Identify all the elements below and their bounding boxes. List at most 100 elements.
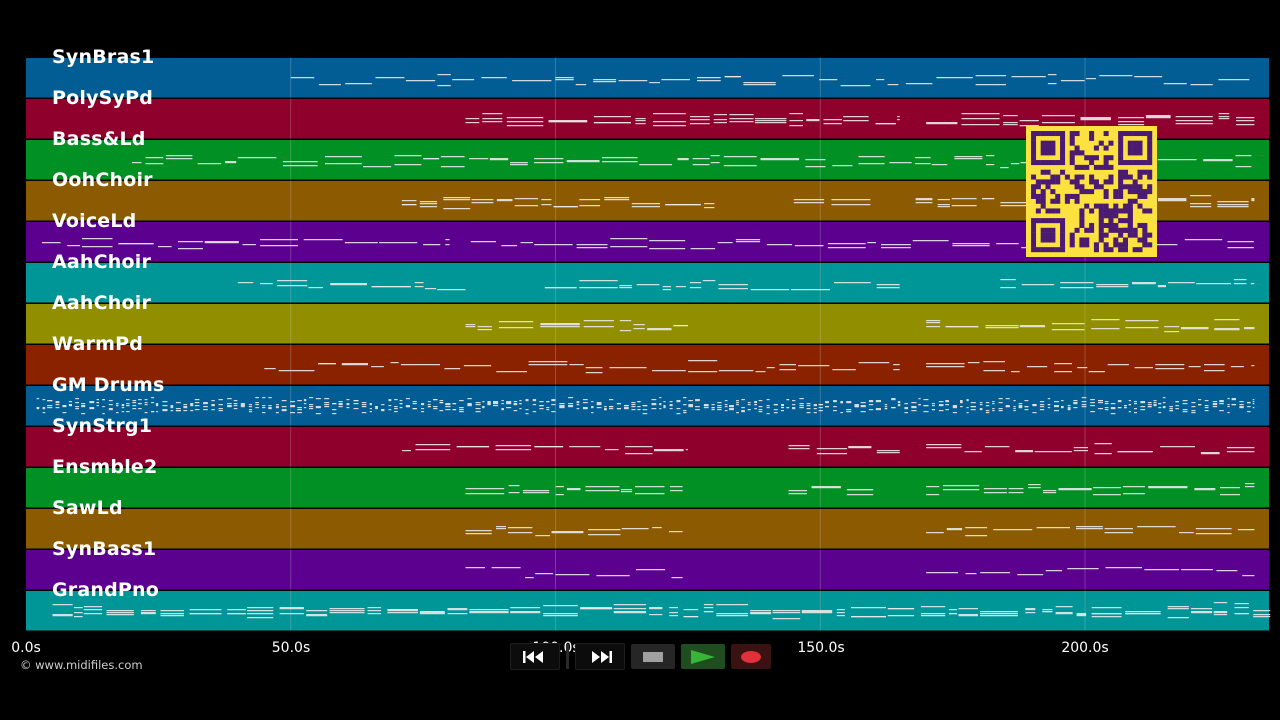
qr-module	[1147, 242, 1153, 248]
track-name: VoiceLd	[52, 210, 137, 232]
qr-module	[1108, 218, 1114, 224]
qr-module	[1055, 160, 1061, 166]
qr-module	[1093, 247, 1099, 253]
qr-module	[1040, 193, 1046, 199]
qr-module	[1084, 203, 1090, 209]
time-tick-label: 0.0s	[11, 640, 41, 656]
qr-module	[1137, 247, 1143, 253]
qr-module	[1137, 131, 1143, 137]
qr-module	[1137, 150, 1143, 156]
qr-module	[1132, 189, 1138, 195]
qr-module	[1137, 189, 1143, 195]
track-name: AahChoir	[52, 251, 152, 273]
qr-module	[1098, 184, 1104, 190]
qr-module	[1127, 184, 1133, 190]
qr-module	[1118, 227, 1124, 233]
qr-module	[1040, 198, 1046, 204]
qr-module	[1132, 198, 1138, 204]
qr-module	[1069, 155, 1075, 161]
qr-module	[1060, 131, 1066, 137]
qr-module	[1093, 155, 1099, 161]
fast-forward-button[interactable]	[575, 643, 625, 670]
qr-module	[1127, 213, 1133, 219]
qr-module	[1060, 169, 1066, 175]
play-button[interactable]	[681, 644, 725, 669]
qr-module	[1113, 237, 1119, 243]
qr-module	[1147, 150, 1153, 156]
qr-module	[1127, 208, 1133, 214]
qr-module	[1118, 131, 1124, 137]
qr-module	[1050, 174, 1056, 180]
qr-module	[1040, 237, 1046, 243]
qr-module	[1118, 174, 1124, 180]
qr-module	[1031, 218, 1037, 224]
qr-module	[1142, 222, 1148, 228]
qr-module	[1074, 198, 1080, 204]
qr-module	[1118, 218, 1124, 224]
qr-module	[1040, 203, 1046, 209]
qr-module	[1031, 135, 1037, 141]
qr-module	[1040, 150, 1046, 156]
qr-module	[1103, 232, 1109, 238]
qr-module	[1050, 150, 1056, 156]
qr-module	[1055, 179, 1061, 185]
qr-module	[1060, 218, 1066, 224]
qr-module	[1093, 242, 1099, 248]
qr-module	[1098, 232, 1104, 238]
qr-module	[1118, 184, 1124, 190]
qr-module	[1137, 169, 1143, 175]
qr-module	[1035, 218, 1041, 224]
track-name: PolySyPd	[52, 87, 154, 109]
qr-module	[1069, 160, 1075, 166]
qr-module	[1069, 237, 1075, 243]
qr-module	[1031, 247, 1037, 253]
credit-text: © www.midifiles.com	[20, 658, 143, 672]
qr-module	[1147, 145, 1153, 151]
qr-module	[1055, 174, 1061, 180]
qr-module	[1031, 242, 1037, 248]
stop-icon	[643, 651, 663, 662]
qr-module	[1031, 232, 1037, 238]
track-name: SynStrg1	[52, 415, 153, 437]
track-name: AahChoir	[52, 292, 152, 314]
qr-module	[1103, 189, 1109, 195]
qr-module	[1122, 174, 1128, 180]
qr-module	[1079, 164, 1085, 170]
qr-module	[1055, 247, 1061, 253]
qr-module	[1079, 189, 1085, 195]
qr-module	[1142, 232, 1148, 238]
qr-module	[1108, 208, 1114, 214]
qr-module	[1089, 155, 1095, 161]
qr-module	[1127, 174, 1133, 180]
qr-module	[1118, 193, 1124, 199]
qr-module	[1045, 218, 1051, 224]
qr-module	[1132, 232, 1138, 238]
qr-module	[1074, 150, 1080, 156]
qr-module	[1122, 237, 1128, 243]
track-name: SynBass1	[52, 538, 157, 560]
qr-module	[1031, 237, 1037, 243]
qr-module	[1031, 150, 1037, 156]
qr-module	[1089, 135, 1095, 141]
qr-module	[1079, 213, 1085, 219]
qr-module	[1118, 179, 1124, 185]
qr-module	[1035, 179, 1041, 185]
track-name: GrandPno	[52, 579, 160, 601]
qr-module	[1132, 150, 1138, 156]
qr-module	[1035, 208, 1041, 214]
qr-module	[1142, 160, 1148, 166]
qr-module	[1040, 131, 1046, 137]
qr-module	[1079, 222, 1085, 228]
stop-button[interactable]	[631, 644, 675, 669]
qr-module	[1118, 155, 1124, 161]
record-button[interactable]	[731, 644, 771, 669]
qr-code-icon[interactable]	[1026, 126, 1157, 257]
qr-module	[1127, 150, 1133, 156]
qr-module	[1079, 184, 1085, 190]
qr-module	[1045, 247, 1051, 253]
time-tick-label: 150.0s	[797, 640, 845, 656]
qr-module	[1093, 145, 1099, 151]
rewind-button[interactable]	[510, 643, 560, 670]
qr-module	[1031, 140, 1037, 146]
